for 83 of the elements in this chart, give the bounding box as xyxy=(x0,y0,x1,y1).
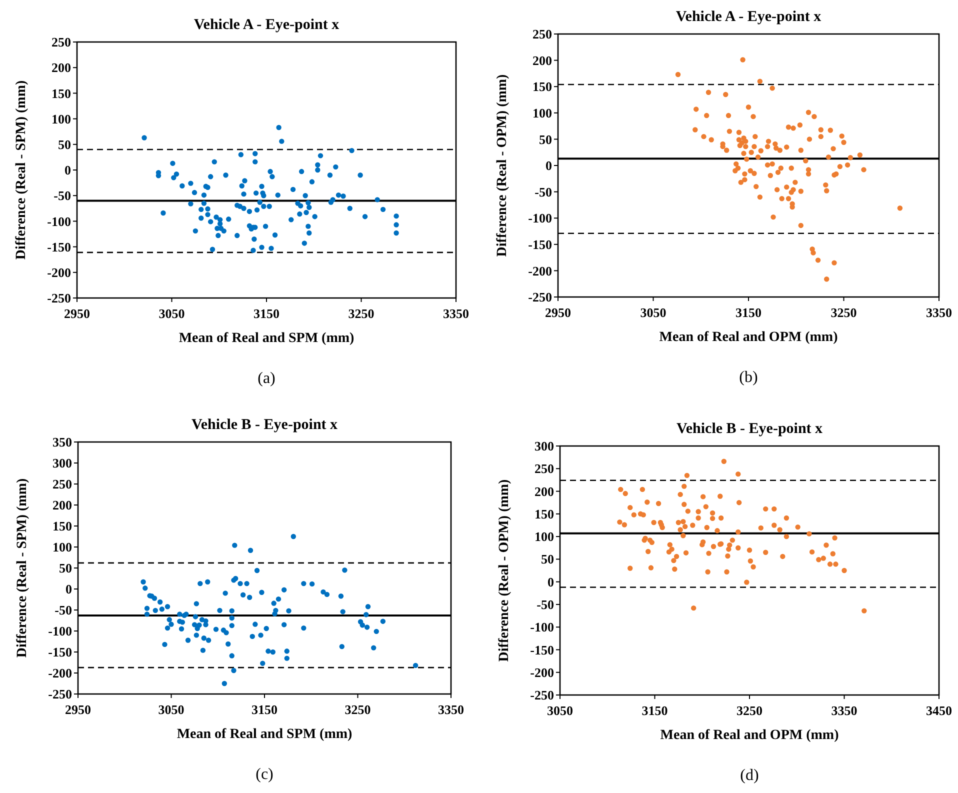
text: (b) xyxy=(739,369,758,386)
chart-title: Vehicle B - Eye-point x xyxy=(676,421,824,437)
x-axis-title: Mean of Real and OPM (mm) xyxy=(660,728,840,743)
y-axis-title: Difference (Real - SPM) (mm) xyxy=(15,478,30,658)
y-tick-label: -150 xyxy=(47,239,71,254)
x-axis-title: Mean of Real and OPM (mm) xyxy=(659,330,838,345)
y-tick-label: 0 xyxy=(548,574,554,590)
y-tick-label: -250 xyxy=(528,290,552,305)
y-tick-label: -50 xyxy=(54,602,72,618)
y-tick-label: 250 xyxy=(534,461,554,476)
x-tick-label: 3350 xyxy=(831,703,858,718)
y-tick-label: -50 xyxy=(534,184,552,200)
x-tick-label: 2950 xyxy=(64,306,90,321)
x-tick-label: 3450 xyxy=(926,703,952,718)
y-tick-label: -200 xyxy=(528,263,552,278)
y-tick-label: -150 xyxy=(530,642,554,658)
x-tick-label: 3050 xyxy=(640,305,666,320)
y-tick-label: -200 xyxy=(47,264,71,280)
y-tick-label: -50 xyxy=(536,597,554,612)
y-tick-label: 200 xyxy=(532,52,552,68)
x-tick-label: 3050 xyxy=(158,702,184,717)
y-tick-label: -200 xyxy=(530,664,554,680)
y-tick-label: 300 xyxy=(52,456,72,471)
y-tick-label: 150 xyxy=(534,506,554,522)
x-tick-label: 3150 xyxy=(642,703,668,718)
x-axis-title: Mean of Real and SPM (mm) xyxy=(178,331,355,346)
y-tick-label: -100 xyxy=(48,624,72,639)
y-tick-label: -200 xyxy=(48,666,72,681)
y-tick-label: -100 xyxy=(47,214,71,229)
text: (a) xyxy=(258,370,276,387)
y-tick-label: 0 xyxy=(546,158,552,174)
y-tick-label: 150 xyxy=(52,86,71,101)
x-tick-label: 3050 xyxy=(158,306,185,321)
y-tick-label: -100 xyxy=(528,210,552,226)
y-tick-label: 100 xyxy=(534,529,554,544)
x-tick-label: 3150 xyxy=(736,305,762,320)
y-tick-label: 50 xyxy=(541,552,554,567)
y-tick-label: -150 xyxy=(528,236,552,252)
x-tick-label: 3250 xyxy=(830,305,857,320)
y-tick-label: 50 xyxy=(58,136,71,152)
y-tick-label: -250 xyxy=(530,688,554,703)
y-tick-label: -50 xyxy=(54,188,71,204)
x-tick-label: 2950 xyxy=(545,305,571,320)
y-tick-label: 150 xyxy=(52,518,72,534)
y-axis-title: Difference (Real - OPM) (mm) xyxy=(497,478,512,662)
y-tick-label: 200 xyxy=(534,484,554,499)
x-tick-label: 3250 xyxy=(344,702,371,717)
y-tick-label: 100 xyxy=(52,540,72,555)
y-axis-title: Difference (Real - SPM) (mm) xyxy=(14,80,29,260)
text: (c) xyxy=(256,766,274,783)
chart-title: Vehicle B - Eye-point x xyxy=(191,417,338,433)
x-tick-label: 3350 xyxy=(443,306,469,321)
x-tick-label: 2950 xyxy=(65,702,91,717)
x-tick-label: 3250 xyxy=(736,703,762,718)
y-tick-label: 0 xyxy=(66,582,72,597)
x-tick-label: 3350 xyxy=(926,305,952,320)
y-tick-label: 100 xyxy=(532,105,552,120)
y-tick-label: 250 xyxy=(52,34,71,50)
y-tick-label: 200 xyxy=(52,498,72,513)
y-tick-label: -250 xyxy=(47,290,71,306)
y-tick-label: -250 xyxy=(48,686,72,702)
x-tick-label: 3250 xyxy=(348,306,374,321)
y-tick-label: 50 xyxy=(59,560,72,576)
y-tick-label: 100 xyxy=(52,111,71,126)
chart-title: Vehicle A - Eye-point x xyxy=(194,17,340,33)
y-tick-label: -150 xyxy=(48,644,72,660)
y-tick-label: 0 xyxy=(64,162,71,178)
text: (d) xyxy=(740,767,759,784)
y-tick-label: 150 xyxy=(532,79,552,94)
y-axis-title: Difference (Real - OPM) (mm) xyxy=(495,74,510,257)
x-axis-title: Mean of Real and SPM (mm) xyxy=(176,727,353,742)
y-tick-label: 350 xyxy=(52,434,72,450)
y-tick-label: 50 xyxy=(539,132,552,147)
y-tick-label: 300 xyxy=(534,438,554,454)
x-tick-label: 3350 xyxy=(438,702,464,717)
chart-title: Vehicle A - Eye-point x xyxy=(676,9,822,25)
y-tick-label: 250 xyxy=(532,26,552,42)
y-tick-label: 200 xyxy=(52,60,71,76)
x-tick-label: 3150 xyxy=(252,702,278,717)
y-tick-label: 250 xyxy=(52,476,72,492)
x-tick-label: 3050 xyxy=(547,703,573,718)
y-tick-label: -100 xyxy=(530,620,554,635)
x-tick-label: 3150 xyxy=(254,306,280,321)
